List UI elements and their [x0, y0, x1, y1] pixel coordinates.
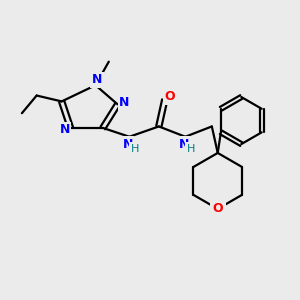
Text: N: N: [92, 74, 102, 86]
Text: O: O: [165, 91, 175, 103]
Text: H: H: [130, 143, 139, 154]
Text: N: N: [179, 138, 189, 151]
Text: H: H: [186, 143, 195, 154]
Text: N: N: [123, 138, 133, 151]
Text: N: N: [119, 96, 129, 110]
Text: N: N: [59, 123, 70, 136]
Text: O: O: [212, 202, 223, 215]
